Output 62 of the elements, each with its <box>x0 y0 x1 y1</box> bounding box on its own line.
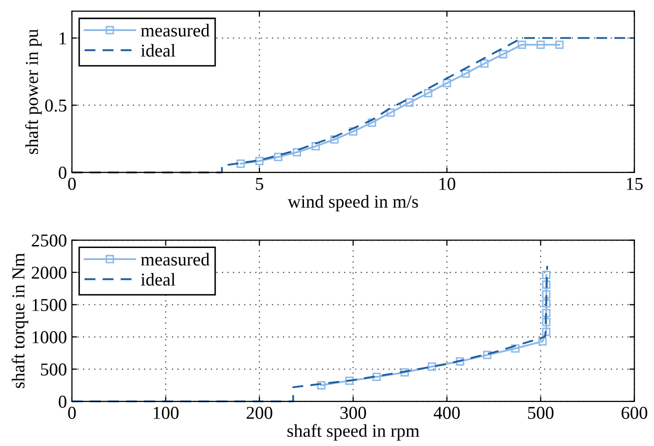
point <box>542 290 550 298</box>
y-tick-label: 500 <box>41 363 66 376</box>
point <box>542 318 550 326</box>
legend-label: ideal <box>140 272 176 286</box>
point <box>442 78 452 88</box>
point <box>386 108 395 117</box>
x-tick-label: 500 <box>528 406 554 419</box>
point <box>461 69 470 78</box>
point <box>255 156 264 166</box>
legend-label: measured <box>140 24 210 37</box>
x-tick-label: 0 <box>68 406 76 419</box>
point <box>511 344 520 353</box>
point <box>236 160 245 168</box>
point <box>483 350 492 360</box>
point <box>518 40 526 49</box>
point <box>498 50 508 58</box>
y-tick-label: 1000 <box>32 331 66 344</box>
y-tick-label: 0.5 <box>45 99 66 112</box>
x-tick-label: 0 <box>68 178 76 190</box>
point <box>542 299 550 308</box>
y-axis-title: shaft torque in Nm <box>12 253 28 388</box>
point <box>400 368 409 377</box>
x-tick-label: 400 <box>434 406 460 419</box>
x-axis-title: shaft speed in rpm <box>287 424 420 441</box>
x-tick-label: 5 <box>256 178 264 190</box>
point <box>542 280 550 289</box>
point <box>330 135 339 144</box>
point <box>542 308 550 318</box>
point <box>428 362 436 371</box>
legend-label: ideal <box>140 44 176 57</box>
point <box>536 40 545 49</box>
x-tick-label: 10 <box>439 178 456 190</box>
x-tick-label: 300 <box>340 406 366 419</box>
y-tick-label: 0 <box>58 396 66 408</box>
x-tick-label: 15 <box>626 178 643 190</box>
point <box>480 59 489 68</box>
point <box>555 40 564 49</box>
point <box>542 328 550 336</box>
y-tick-label: 1 <box>60 32 66 44</box>
y-tick-label: 1500 <box>32 298 66 312</box>
x-tick-label: 200 <box>246 406 272 419</box>
point <box>538 337 547 346</box>
y-tick-label: 2000 <box>32 266 66 279</box>
point <box>292 148 302 156</box>
y-axis-title: shaft power in pu <box>25 29 42 154</box>
x-tick-label: 100 <box>154 406 179 419</box>
point <box>317 381 326 390</box>
point <box>456 357 464 366</box>
point <box>311 142 320 150</box>
point <box>348 127 358 136</box>
point <box>345 376 354 385</box>
point <box>274 152 282 162</box>
y-tick-label: 2500 <box>32 234 66 247</box>
point <box>424 88 432 98</box>
x-tick-label: 600 <box>622 406 648 419</box>
point <box>542 270 550 280</box>
point <box>372 372 381 382</box>
x-axis-title: wind speed in m/s <box>288 195 418 212</box>
y-tick-label: 0 <box>58 166 66 179</box>
point <box>368 118 376 127</box>
point <box>405 98 414 107</box>
legend-label: measured <box>140 252 210 266</box>
